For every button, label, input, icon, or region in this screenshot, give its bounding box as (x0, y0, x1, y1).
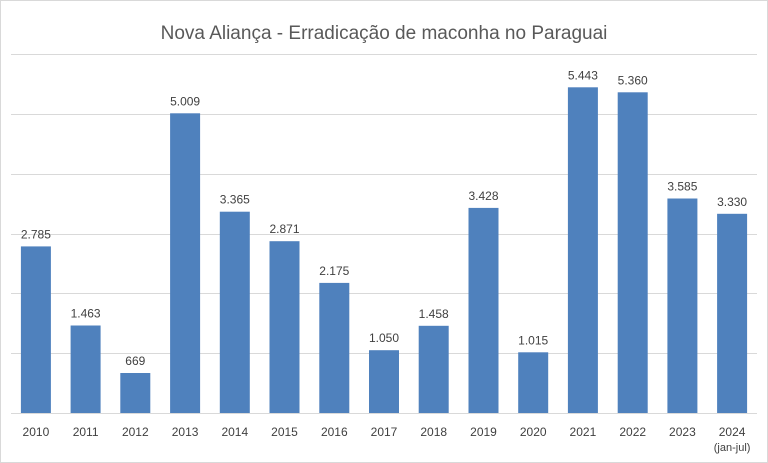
x-tick-2017: 2017 (371, 425, 398, 439)
value-label-2023: 3.585 (667, 180, 697, 194)
bar-2024 (717, 213, 748, 413)
bar-2022 (617, 92, 648, 414)
bar-2010 (20, 246, 51, 413)
x-tick-2023: 2023 (669, 425, 696, 439)
x-axis-ticks: 2010 2011 2012 2013 2014 2015 2016 2017 2018 2019… (23, 425, 751, 454)
x-tick-2013: 2013 (172, 425, 199, 439)
bar-2017 (369, 350, 399, 413)
bar-2013 (170, 113, 201, 414)
value-label-2022: 5.360 (618, 73, 648, 87)
value-label-2017: 1.050 (369, 331, 399, 345)
value-label-2012: 669 (125, 354, 145, 368)
bar-2016 (319, 282, 350, 413)
x-tick-2012: 2012 (122, 425, 149, 439)
value-label-2018: 1.458 (419, 307, 449, 321)
x-tick-2022: 2022 (619, 425, 646, 439)
value-label-2014: 3.365 (220, 193, 250, 207)
value-labels: 2.785 1.463 669 5.009 3.365 2.871 2.175 1.050 1.… (21, 68, 748, 368)
x-tick-2015: 2015 (271, 425, 298, 439)
x-tick-2010: 2010 (23, 425, 50, 439)
x-tick-2014: 2014 (221, 425, 248, 439)
bars (20, 87, 748, 414)
x-tick-2021: 2021 (570, 425, 597, 439)
bar-2018 (418, 325, 449, 413)
x-tick-2011: 2011 (73, 425, 99, 439)
x-tick-2016: 2016 (321, 425, 348, 439)
bar-2019 (468, 207, 499, 413)
x-tick-2018: 2018 (420, 425, 447, 439)
bar-2023 (667, 198, 698, 413)
x-tick-sublabel-2024: (jan-jul) (714, 442, 751, 454)
value-label-2011: 1.463 (71, 307, 101, 321)
value-label-2019: 3.428 (468, 189, 498, 203)
value-label-2024: 3.330 (717, 195, 747, 209)
chart-title: Nova Aliança - Erradicação de maconha no… (161, 23, 608, 44)
bar-2014 (219, 211, 250, 413)
bar-2015 (269, 241, 300, 413)
value-label-2020: 1.015 (518, 333, 548, 347)
value-label-2015: 2.871 (269, 222, 299, 236)
value-label-2016: 2.175 (319, 264, 349, 278)
x-tick-2019: 2019 (470, 425, 497, 439)
gridlines (11, 54, 757, 414)
value-label-2010: 2.785 (21, 227, 51, 241)
bar-2011 (70, 325, 101, 413)
bar-2021 (567, 87, 598, 414)
bar-2012 (120, 373, 151, 413)
value-label-2021: 5.443 (568, 68, 598, 82)
x-tick-2024: 2024 (719, 425, 746, 439)
x-tick-2020: 2020 (520, 425, 547, 439)
value-label-2013: 5.009 (170, 94, 200, 108)
bar-2020 (518, 352, 549, 413)
